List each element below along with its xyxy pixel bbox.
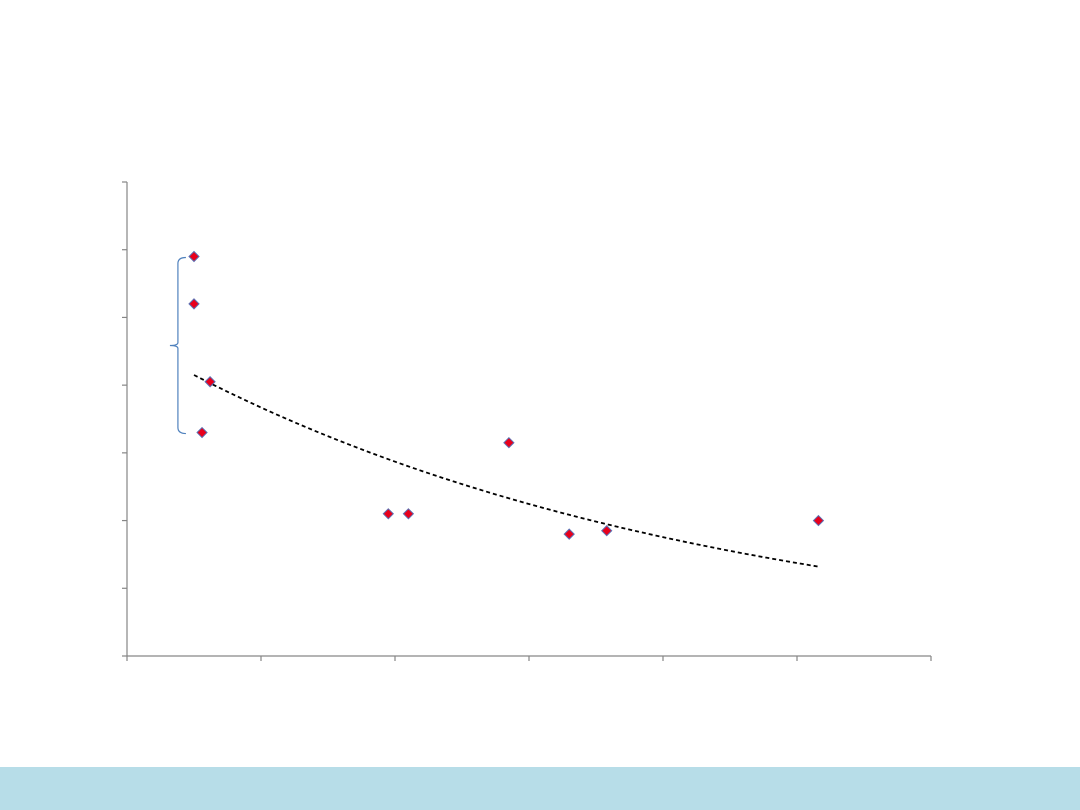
trendline-group [193, 374, 819, 568]
data-point [382, 508, 395, 520]
data-points [188, 250, 825, 540]
chart-axes [122, 181, 932, 661]
data-point [204, 376, 216, 388]
data-point [402, 508, 415, 520]
scatter-chart [122, 181, 932, 661]
data-point [563, 528, 575, 540]
data-point [812, 514, 825, 527]
data-point [601, 525, 613, 537]
brace-annotation [169, 256, 186, 435]
data-point [196, 426, 208, 439]
annotation-group [169, 256, 186, 435]
footer-band [0, 767, 1080, 810]
data-point [188, 250, 200, 263]
data-point [188, 298, 200, 310]
trendline [193, 374, 819, 568]
data-point [503, 436, 515, 449]
